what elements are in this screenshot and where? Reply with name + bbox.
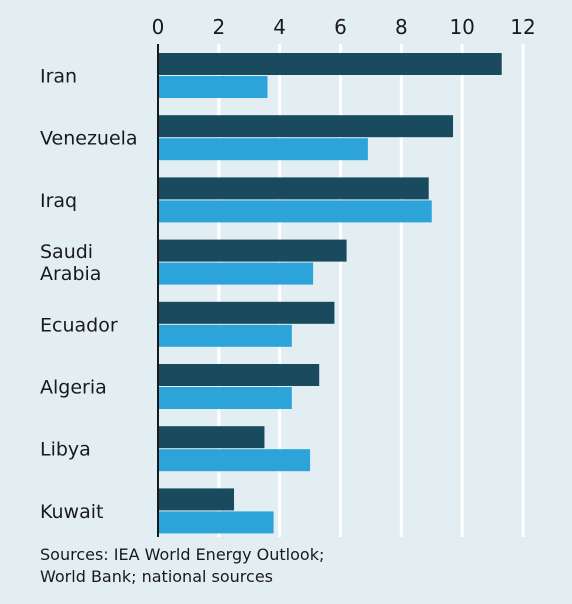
category-label: Arabia: [40, 263, 101, 285]
bars: [158, 53, 502, 534]
x-tick-label: 6: [334, 15, 347, 39]
x-tick-label: 4: [273, 15, 286, 39]
category-label: Venezuela: [40, 128, 138, 150]
bar-kuwait-series-2: [158, 511, 274, 534]
sources-note: Sources: IEA World Energy Outlook; World…: [40, 544, 540, 588]
category-label: Iran: [40, 66, 77, 88]
bar-kuwait-series-1: [158, 488, 235, 511]
bar-ecuador-series-2: [158, 324, 292, 347]
x-tick-label: 2: [212, 15, 225, 39]
category-label: Algeria: [40, 377, 107, 399]
bar-iraq-series-2: [158, 200, 432, 223]
sources-line-1: Sources: IEA World Energy Outlook;: [40, 545, 325, 564]
bar-libya-series-1: [158, 426, 265, 449]
bar-algeria-series-2: [158, 387, 292, 409]
x-tick-label: 8: [395, 15, 408, 39]
bar-venezuela-series-2: [158, 138, 368, 161]
bar-ecuador-series-1: [158, 301, 335, 324]
category-label: Kuwait: [40, 501, 103, 523]
x-axis-ticks: 0 2 4 6 8 10 12: [152, 15, 536, 39]
bar-iran-series-2: [158, 76, 268, 98]
bar-saudi-arabia-series-2: [158, 262, 314, 285]
category-label: Ecuador: [40, 314, 118, 336]
x-tick-label: 0: [152, 15, 165, 39]
category-label: Saudi: [40, 241, 93, 263]
category-label: Iraq: [40, 190, 77, 212]
sources-line-2: World Bank; national sources: [40, 567, 273, 586]
bar-saudi-arabia-series-1: [158, 239, 347, 262]
x-tick-label: 12: [510, 15, 535, 39]
x-tick-label: 10: [449, 15, 474, 39]
bar-iran-series-1: [158, 53, 502, 75]
bar-libya-series-2: [158, 449, 311, 472]
bar-algeria-series-1: [158, 364, 320, 386]
bar-iraq-series-1: [158, 177, 429, 200]
category-label: Libya: [40, 439, 91, 461]
bar-venezuela-series-1: [158, 115, 454, 138]
